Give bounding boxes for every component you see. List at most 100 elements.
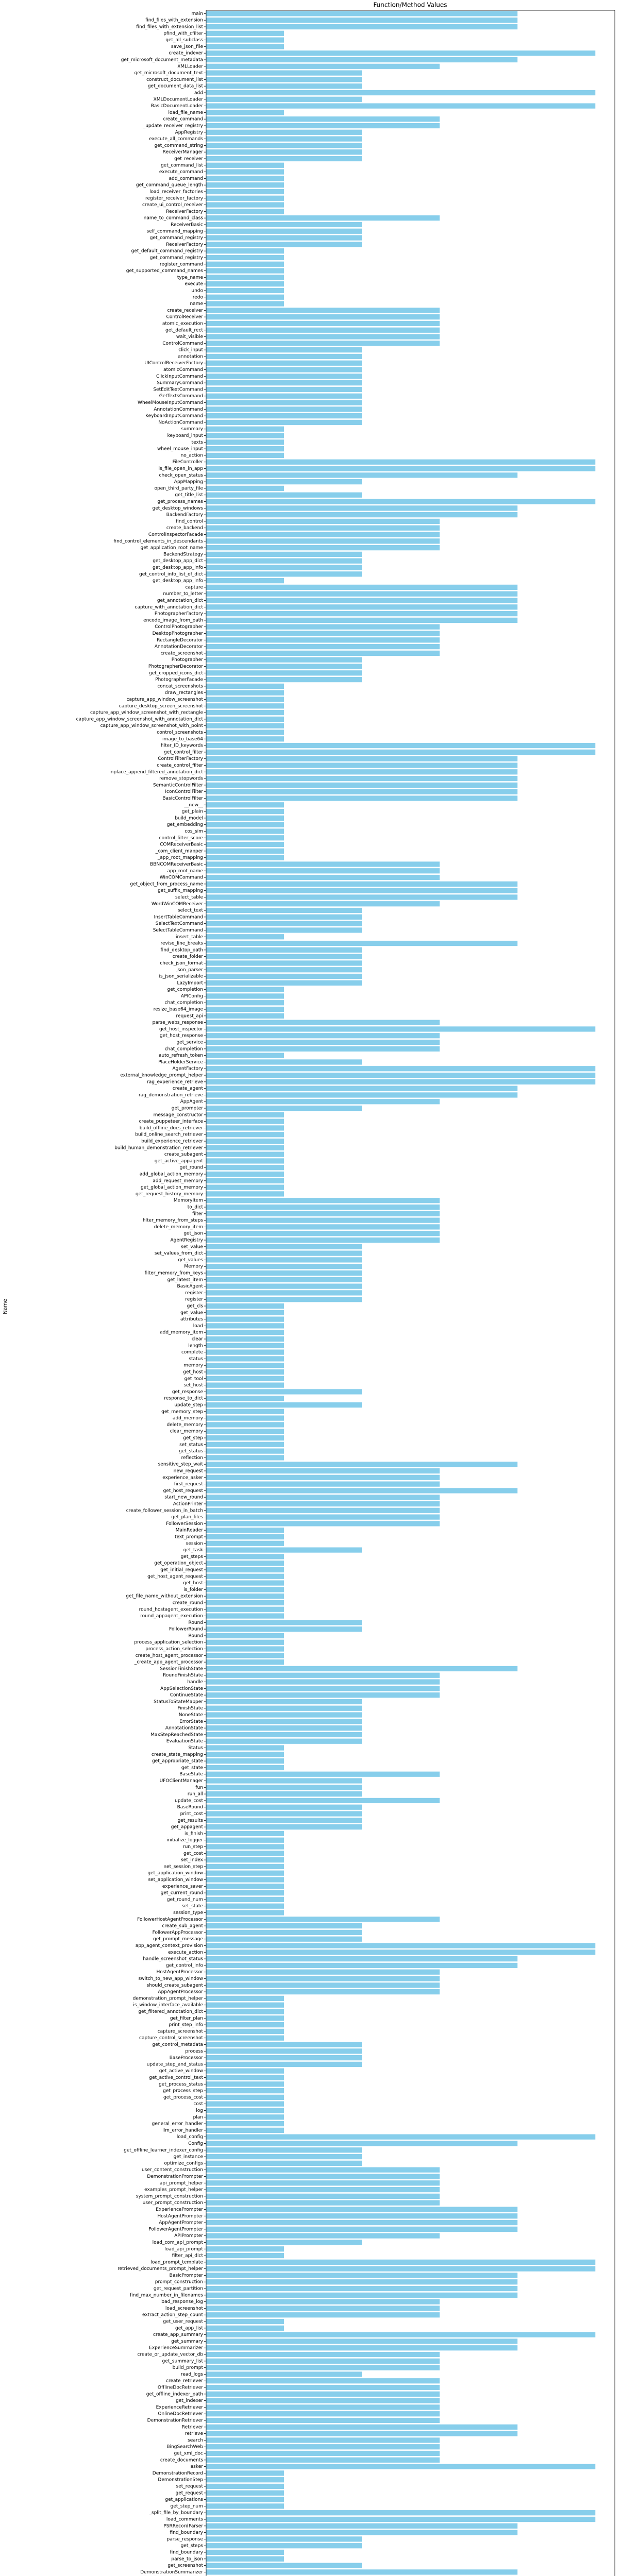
- y-tick-label: concat_screenshots: [157, 684, 203, 689]
- bar: [206, 2490, 284, 2496]
- y-tick-label: GetTextsCommand: [159, 394, 203, 399]
- y-tick-label: get_state: [181, 1765, 204, 1770]
- y-tick-label: create_command: [163, 117, 203, 122]
- y-tick-label: get_application_window: [147, 1871, 203, 1876]
- y-tick-label: delete_memory_item: [154, 1225, 203, 1230]
- bar: [206, 1184, 284, 1190]
- y-tick-label: create_subagent: [164, 1152, 204, 1157]
- y-tick-label: load_com_api_prompt: [153, 2240, 204, 2245]
- y-tick-label: get_operation_object: [154, 1561, 203, 1566]
- bar: [206, 1422, 284, 1428]
- bar: [206, 2219, 518, 2226]
- bar: [206, 756, 518, 761]
- bar: [206, 242, 362, 247]
- bar: [206, 235, 362, 241]
- bar: [206, 1244, 362, 1249]
- y-tick-label: experience_asker: [162, 1475, 203, 1480]
- y-tick-label: build_online_search_retriever: [135, 1132, 203, 1138]
- bar: [206, 1290, 362, 1296]
- bar: [206, 1699, 362, 1705]
- y-tick-label: FollowerRound: [169, 1627, 203, 1632]
- y-tick-label: set_state: [182, 1904, 204, 1909]
- bar: [206, 129, 362, 135]
- bar: [206, 1389, 362, 1395]
- bar: [206, 37, 284, 43]
- bar: [206, 1633, 284, 1639]
- y-tick-label: get_desktop_app_info: [153, 565, 203, 570]
- bar: [206, 1343, 284, 1348]
- bar: [206, 479, 362, 485]
- bar: [206, 1567, 284, 1573]
- bar: [206, 1297, 362, 1302]
- y-tick-label: get_service: [176, 1040, 203, 1045]
- bar: [206, 11, 518, 16]
- bar: [206, 169, 284, 175]
- y-tick-label: complete: [181, 1350, 204, 1355]
- bar: [206, 2147, 362, 2153]
- y-tick-label: get_default_rect: [165, 328, 203, 333]
- y-tick-label: get_control_metadata: [152, 2042, 203, 2047]
- bar: [206, 1758, 284, 1764]
- bar: [206, 136, 362, 142]
- bar: [206, 631, 440, 636]
- y-tick-label: is_json_serializable: [159, 974, 203, 979]
- bar: [206, 143, 362, 148]
- bar: [206, 156, 362, 162]
- bar: [206, 1686, 440, 1691]
- bar: [206, 1415, 284, 1421]
- bar: [206, 433, 284, 438]
- bar: [206, 202, 284, 208]
- y-tick-label: PhotographerFacade: [155, 677, 203, 683]
- bar: [206, 215, 440, 221]
- y-tick-label: get_offline_indexer_path: [146, 2392, 203, 2397]
- bar: [206, 1283, 362, 1289]
- y-tick-label: create_documents: [160, 2458, 203, 2463]
- y-tick-label: retrieved_documents_prompt_helper: [118, 2266, 203, 2272]
- y-tick-label: filter_memory_from_keys: [145, 1271, 204, 1276]
- bar: [206, 1178, 284, 1183]
- bar: [206, 1481, 440, 1487]
- y-tick-label: get_command_registry: [150, 235, 204, 241]
- bar: [206, 70, 362, 76]
- y-tick-label: execute_action: [168, 1950, 203, 1955]
- bar: [206, 1956, 518, 1962]
- bar: [206, 1804, 362, 1810]
- y-tick-label: create_screenshot: [161, 651, 204, 656]
- y-tick-label: XMLDocumentLoader: [154, 97, 204, 102]
- y-tick-label: general_error_handler: [152, 2122, 204, 2127]
- y-tick-label: NoneState: [179, 1713, 204, 1718]
- y-tick-label: get_memory_step: [161, 1409, 203, 1414]
- y-tick-label: get_title_list: [175, 493, 203, 498]
- y-tick-label: cost: [193, 2102, 203, 2107]
- y-tick-label: get_request: [176, 2490, 204, 2496]
- y-tick-label: parse_to_json: [171, 2556, 203, 2562]
- bar: [206, 921, 362, 926]
- bar: [206, 287, 284, 294]
- y-tick-label: get_active_control_text: [149, 2075, 203, 2080]
- y-tick-label: process: [185, 2049, 203, 2054]
- bar: [206, 334, 440, 340]
- bar: [206, 1475, 440, 1480]
- bar: [206, 2226, 518, 2232]
- y-tick-label: get_active_window: [159, 2069, 203, 2074]
- bar: [206, 545, 440, 551]
- y-tick-label: text_prompt: [175, 1534, 203, 1539]
- y-tick-label: add_global_action_memory: [140, 1172, 204, 1177]
- bar: [206, 775, 518, 782]
- y-tick-label: get_plan_files: [171, 1515, 203, 1520]
- bar: [206, 769, 518, 775]
- y-tick-label: create_round: [173, 1600, 203, 1605]
- bar: [206, 1020, 440, 1025]
- bar: [206, 1376, 284, 1381]
- bar: [206, 2266, 596, 2272]
- bar: [206, 1870, 284, 1876]
- y-tick-label: main: [192, 11, 204, 16]
- y-tick-label: round_hostagent_execution: [139, 1607, 203, 1612]
- y-tick-label: BackendStrategy: [163, 552, 204, 557]
- bar: [206, 1409, 284, 1414]
- bar: [206, 505, 518, 511]
- bar: [206, 1785, 362, 1790]
- y-tick-label: memory: [183, 1363, 203, 1368]
- y-tick-label: get_response: [172, 1389, 204, 1395]
- bar: [206, 248, 284, 254]
